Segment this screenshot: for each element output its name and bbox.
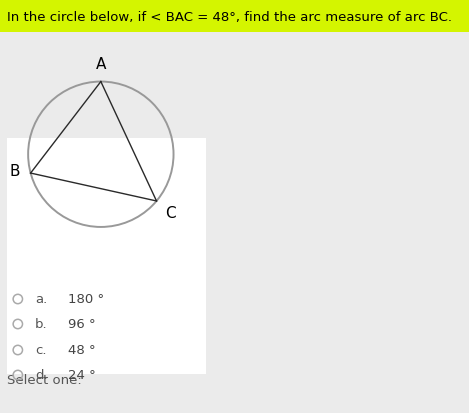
FancyBboxPatch shape [7,138,206,374]
Text: In the circle below, if < BAC = 48°, find the arc measure of arc BC.: In the circle below, if < BAC = 48°, fin… [7,11,452,24]
FancyBboxPatch shape [0,2,469,33]
Text: b.: b. [35,318,48,331]
Text: Select one:: Select one: [7,373,81,387]
Text: 24 °: 24 ° [68,369,96,382]
Text: B: B [10,164,20,179]
Text: C: C [165,206,175,221]
Text: A: A [96,57,106,72]
Text: 96 °: 96 ° [68,318,96,331]
Text: 48 °: 48 ° [68,344,96,357]
Text: 180 °: 180 ° [68,293,104,306]
Text: c.: c. [35,344,47,357]
Text: d.: d. [35,369,48,382]
Text: a.: a. [35,293,47,306]
